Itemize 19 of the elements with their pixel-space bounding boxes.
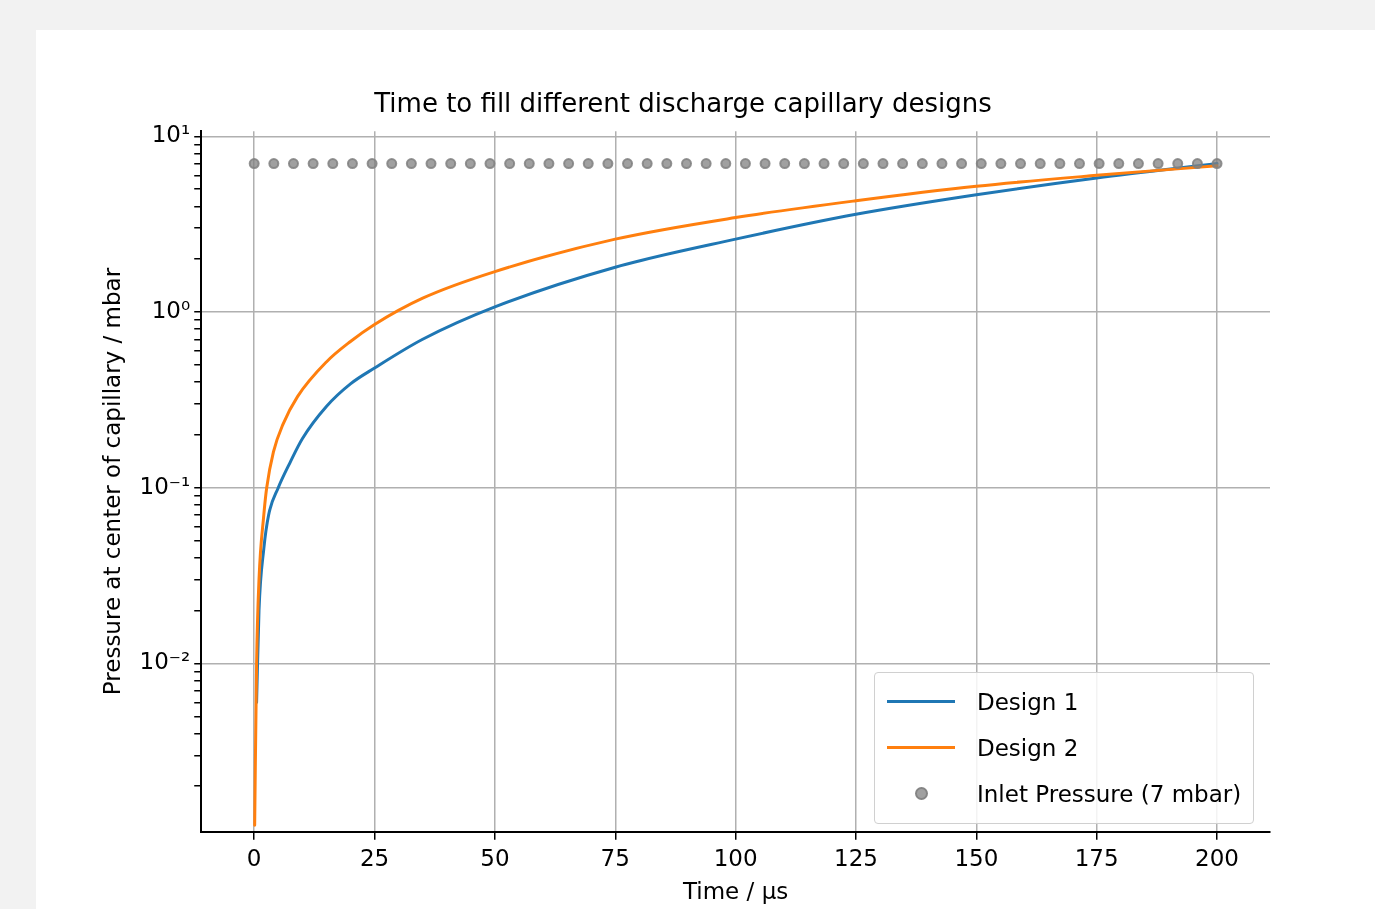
- x-axis-title: Time / μs: [681, 878, 789, 905]
- legend-label: Inlet Pressure (7 mbar): [977, 780, 1242, 807]
- x-tick-label: 75: [600, 844, 630, 871]
- x-tick-label: 25: [359, 844, 390, 871]
- legend-label: Design 1: [977, 688, 1079, 715]
- y-tick-label: 10⁻²: [139, 648, 191, 675]
- x-tick-label: 100: [713, 844, 758, 871]
- y-axis-title: Pressure at center of capillary / mbar: [98, 267, 125, 696]
- x-tick-label: 175: [1074, 844, 1119, 871]
- legend-label: Design 2: [977, 734, 1079, 761]
- x-tick-label: 150: [954, 844, 999, 871]
- y-tick-label: 10⁻¹: [139, 472, 191, 499]
- y-tick-label: 10⁰: [151, 297, 191, 324]
- chart-title: Time to fill different discharge capillary designs: [373, 88, 992, 119]
- x-tick-label: 200: [1195, 844, 1239, 871]
- x-tick-label: 50: [480, 844, 510, 871]
- y-tick-label: 10¹: [151, 121, 191, 148]
- x-tick-label: 0: [246, 844, 262, 871]
- x-tick-label: 125: [834, 844, 878, 871]
